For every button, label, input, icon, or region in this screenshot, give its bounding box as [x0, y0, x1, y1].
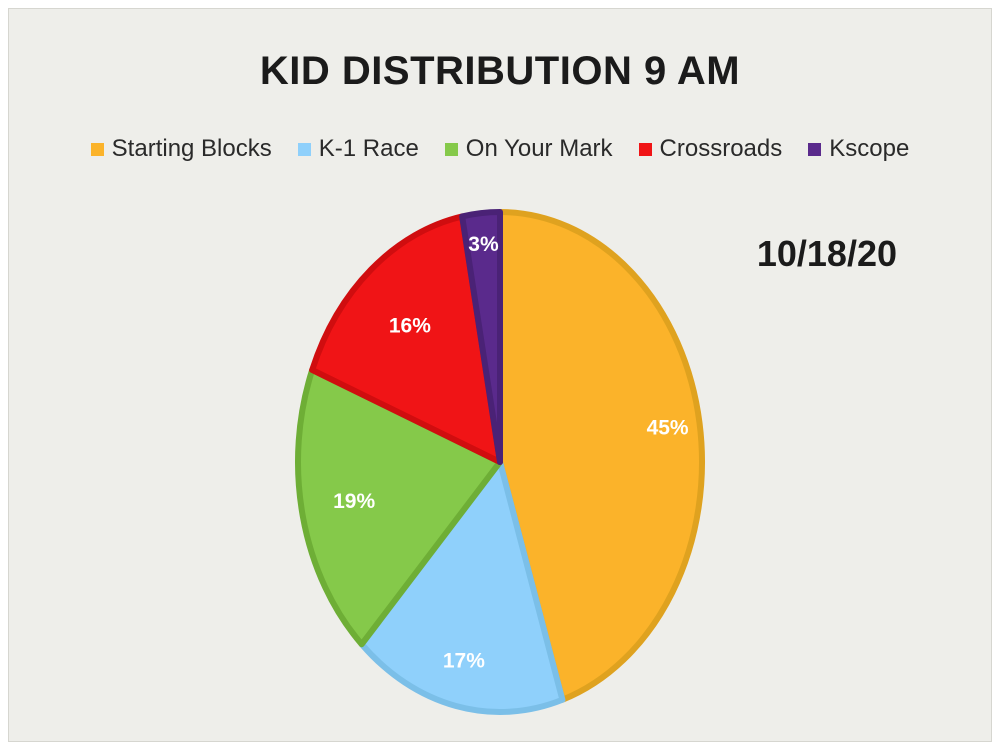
legend-item-crossroads: Crossroads	[638, 135, 783, 163]
pie-slice-kscope	[459, 209, 503, 465]
legend-label-kscope: Kscope	[829, 135, 910, 162]
chart-title: KID DISTRIBUTION 9 AM	[259, 49, 741, 93]
slice-label-kscope: 3%	[468, 233, 499, 256]
legend-label-crossroads: Crossroads	[659, 135, 783, 162]
legend-swatch-starting-blocks	[90, 142, 104, 156]
date-annotation: 10/18/20	[756, 233, 897, 274]
legend-item-kscope: Kscope	[808, 135, 909, 163]
legend-swatch-k1-race	[297, 142, 311, 156]
legend-label-on-your-mark: On Your Mark	[465, 135, 613, 162]
legend-swatch-kscope	[808, 142, 822, 156]
pie-slice-k1-race	[358, 459, 566, 715]
slice-label-starting-blocks: 45%	[647, 417, 689, 440]
legend-swatch-crossroads	[638, 142, 652, 156]
legend-swatch-on-your-mark	[444, 142, 458, 156]
legend-item-on-your-mark: On Your Mark	[444, 135, 613, 163]
pie-slice-crossroads	[309, 213, 503, 465]
slice-label-crossroads: 16%	[389, 315, 431, 338]
legend-item-starting-blocks: Starting Blocks	[90, 135, 272, 163]
chart-legend: Starting Blocks K-1 Race On Your Mark Cr…	[9, 135, 991, 163]
legend-label-k1-race: K-1 Race	[318, 135, 419, 162]
legend-label-starting-blocks: Starting Blocks	[111, 135, 272, 162]
slice-label-on-your-mark: 19%	[333, 490, 375, 513]
slice-label-k1-race: 17%	[443, 650, 485, 673]
pie-slice-starting-blocks	[497, 209, 705, 703]
legend-item-k1-race: K-1 Race	[297, 135, 419, 163]
